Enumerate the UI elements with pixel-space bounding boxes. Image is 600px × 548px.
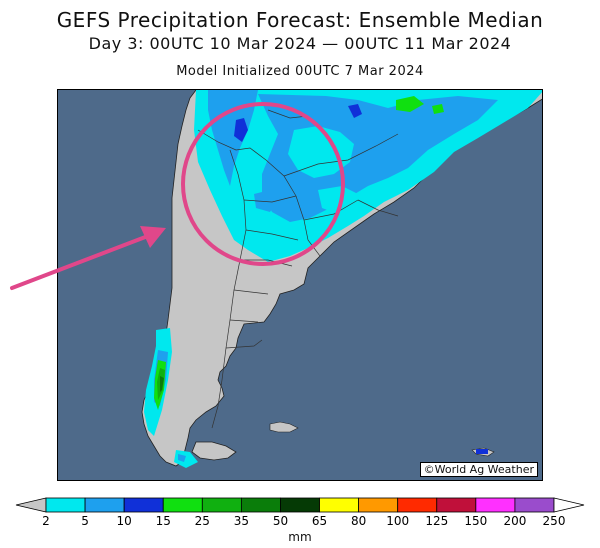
credit-label: ©World Ag Weather <box>419 462 538 477</box>
colorbar-segment <box>358 497 399 513</box>
colorbar-tick-label: 10 <box>117 514 132 528</box>
colorbar-tick-label: 65 <box>312 514 327 528</box>
forecast-period: Day 3: 00UTC 10 Mar 2024 — 00UTC 11 Mar … <box>88 34 512 53</box>
colorbar-tick-label: 35 <box>234 514 249 528</box>
falkland-islands <box>269 421 299 433</box>
colorbar-segment <box>123 497 164 513</box>
colorbar-tick-label: 150 <box>464 514 487 528</box>
colorbar-tick-label: 125 <box>425 514 448 528</box>
colorbar-tick-label: 15 <box>156 514 171 528</box>
colorbar-segment <box>240 497 281 513</box>
colorbar-tick-label: 5 <box>81 514 89 528</box>
colorbar-tick-label: 250 <box>543 514 566 528</box>
political-borders <box>197 109 399 429</box>
colorbar-low-extension <box>15 497 47 513</box>
arrow-shaft <box>10 234 150 290</box>
colorbar-tick-label: 200 <box>503 514 526 528</box>
colorbar-tick-label: 2 <box>42 514 50 528</box>
colorbar-tick-label: 50 <box>273 514 288 528</box>
colorbar-segment <box>201 497 242 513</box>
colorbar-segment <box>397 497 438 513</box>
arrow-head <box>140 226 166 248</box>
colorbar-segment <box>514 497 555 513</box>
highlight-circle <box>181 102 345 266</box>
south-georgia-precip <box>476 449 488 454</box>
colorbar-tick-label: 25 <box>195 514 210 528</box>
unit-label: mm <box>288 530 312 544</box>
map-title: GEFS Precipitation Forecast: Ensemble Me… <box>56 8 544 32</box>
precipitation-map: ©World Ag Weather <box>57 89 543 481</box>
colorbar-tick-label: 100 <box>386 514 409 528</box>
precip-patagonia <box>144 328 198 468</box>
colorbar-tick-label: 80 <box>351 514 366 528</box>
colorbar-segment <box>436 497 477 513</box>
colorbar-segment <box>475 497 516 513</box>
precipitation-colorbar: 2 5 10 15 25 35 50 65 80 100 125 150 200 250 <box>15 497 585 528</box>
colorbar-high-extension <box>553 497 585 513</box>
colorbar-segment <box>162 497 203 513</box>
model-initialized-label: Model Initialized 00UTC 7 Mar 2024 <box>176 64 424 79</box>
colorbar-segment <box>280 497 320 513</box>
colorbar-segment <box>319 497 360 513</box>
colorbar-segment <box>45 497 86 513</box>
colorbar-segment <box>84 497 125 513</box>
tierra-del-fuego <box>191 441 237 461</box>
